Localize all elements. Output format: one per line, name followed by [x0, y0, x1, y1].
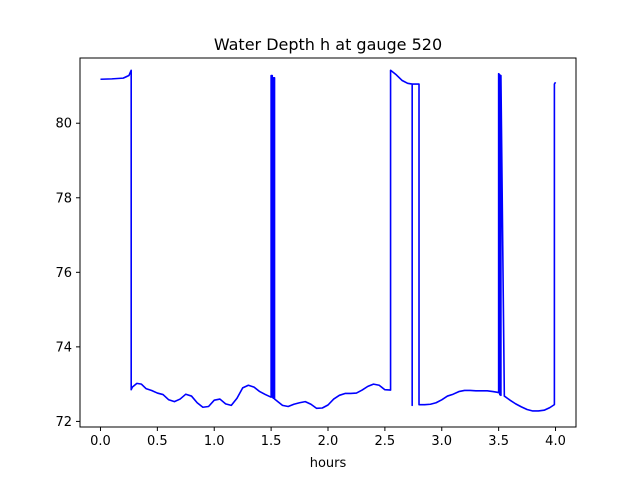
series-line-0 — [100, 69, 557, 412]
y-tick-label: 78 — [55, 191, 72, 206]
x-tick-label: 1.5 — [261, 434, 282, 449]
y-tick-label: 76 — [55, 266, 72, 281]
x-tick-label: 2.0 — [318, 434, 339, 449]
x-tick-label: 0.0 — [90, 434, 111, 449]
x-axis-label: hours — [310, 456, 347, 471]
y-tick-label: 74 — [55, 340, 72, 355]
x-axis-ticks: 0.0 0.5 1.0 1.5 2.0 2.5 3.0 3.5 4.0 — [90, 427, 566, 449]
x-tick-label: 1.0 — [204, 434, 225, 449]
x-tick-label: 3.5 — [488, 434, 509, 449]
x-tick-label: 3.0 — [431, 434, 452, 449]
chart-title: Water Depth h at gauge 520 — [214, 35, 442, 54]
x-tick-label: 4.0 — [545, 434, 566, 449]
y-tick-label: 72 — [55, 415, 72, 430]
plot-background — [80, 58, 576, 427]
plot-area — [79, 57, 577, 428]
y-axis-ticks: 72 74 76 78 80 — [55, 117, 80, 430]
y-tick-label: 80 — [55, 117, 72, 132]
x-tick-label: 2.5 — [375, 434, 396, 449]
x-tick-label: 0.5 — [147, 434, 168, 449]
